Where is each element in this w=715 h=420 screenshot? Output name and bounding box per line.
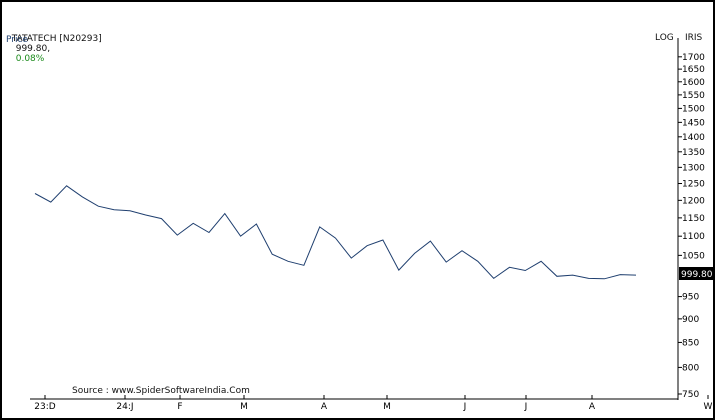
y-tick-label: 1550 [682,91,705,101]
symbol-label: TATATECH [N20293] [11,34,102,44]
current-price-tag: 999.80 [679,267,715,280]
price-series-line [34,185,637,280]
x-tick-label: M [240,402,248,412]
series-label: Price [6,35,28,45]
y-tick-label: 1300 [682,163,705,173]
x-tick-label: F [177,402,182,412]
x-tick-label: W [704,402,713,412]
y-tick-label: 1650 [682,65,705,75]
chart-header: TATATECH [N20293] 999.80, 0.08% [6,24,102,64]
y-axis-ticks: 1700 1650 1600 1550 1500 1450 1400 1350 1300 1250… [678,53,705,400]
x-tick-label: J [463,402,467,412]
y-tick-label: 1600 [682,78,705,88]
x-tick-label: A [321,402,328,412]
source-note: Source : www.SpiderSoftwareIndia.Com [72,386,250,396]
y-tick-label: 950 [682,293,699,303]
x-tick-label: J [524,402,528,412]
y-tick-label: 1050 [682,251,705,261]
y-tick-label: 1100 [682,232,705,242]
y-tick-label: 1200 [682,196,705,206]
current-price-tag-text: 999.80 [681,270,713,280]
y-tick-label: 1700 [682,53,705,63]
x-tick-label: 23:D [34,402,55,412]
iris-flag: IRIS [685,33,703,43]
y-tick-label: 850 [682,338,699,348]
y-tick-label: 1450 [682,118,705,128]
y-tick-label: 800 [682,363,699,373]
x-axis-ticks: 23:D 24:J F M A M J J A W [34,395,713,412]
y-tick-label: 750 [682,390,699,400]
y-tick-label: 1250 [682,180,705,190]
last-price-label: 999.80, [15,44,51,54]
y-tick-label: 1400 [682,133,705,143]
y-tick-label: 900 [682,315,699,325]
change-percent-label: 0.08% [15,54,45,64]
y-tick-label: 1150 [682,214,705,224]
x-tick-label: M [383,402,391,412]
y-tick-label: 1350 [682,148,705,158]
x-tick-label: 24:J [116,402,133,412]
y-tick-label: 1500 [682,104,705,114]
log-scale-flag: LOG [655,33,674,43]
x-tick-label: A [589,402,596,412]
